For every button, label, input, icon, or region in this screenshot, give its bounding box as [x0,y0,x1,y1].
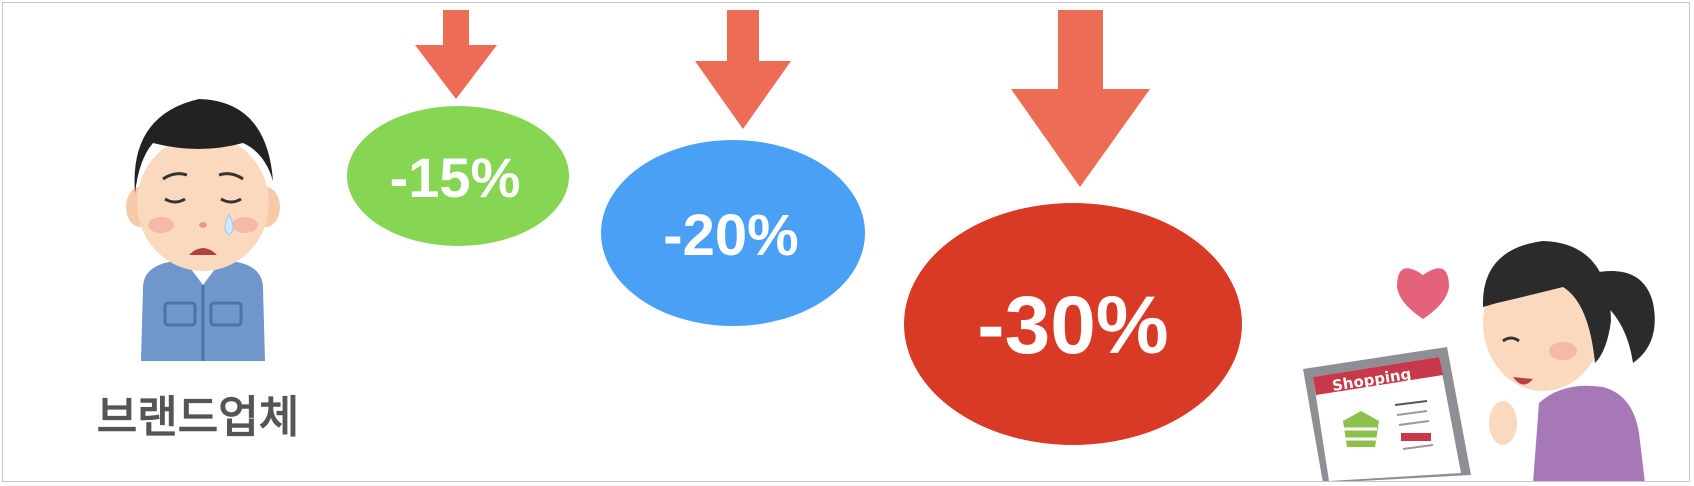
discount-badge-20: -20% [601,140,865,326]
discount-badge-30: -30% [904,203,1242,445]
arrow-small-icon [415,10,497,99]
discount-label-30: -30% [977,280,1168,371]
laptop-icon: Shopping [1303,347,1471,481]
arrow-large-icon [1011,10,1150,187]
heart-icon [1397,268,1449,319]
discount-label-20: -20% [663,203,798,268]
discount-label-15: -15% [390,146,521,209]
diagram-canvas: -15% -20% -30% [126,10,1655,481]
brand-label: 브랜드업체 [96,392,300,443]
sad-person-illustration [126,99,280,361]
discount-badge-15: -15% [347,106,569,246]
arrow-medium-icon [695,10,791,129]
shopping-girl-illustration: Shopping [1303,241,1655,481]
